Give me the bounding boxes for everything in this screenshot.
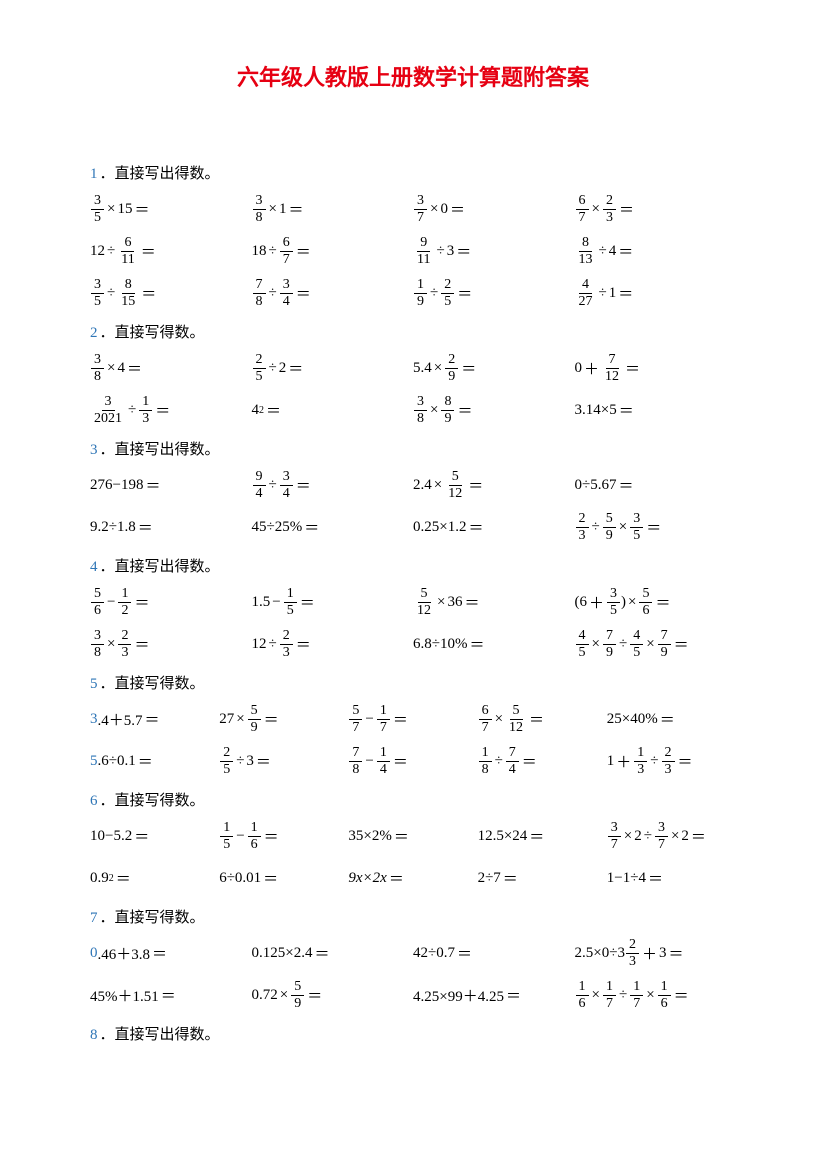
problem-row: 9.2÷1.8＝ 45÷25%＝ 0.25×1.2＝ 23÷59×35＝ <box>90 509 736 545</box>
problem-row: 276−198＝ 94÷34＝ 2.4×512＝ 0÷5.67＝ <box>90 467 736 503</box>
problem: 45%＋1.51＝ <box>90 977 252 1013</box>
problem-row: 10−5.2＝ 15−16＝ 35×2%＝ 12.5×24＝ 37×2÷37×2… <box>90 818 736 854</box>
problem: 56−12＝ <box>90 584 252 620</box>
problem-row: 56−12＝ 1.5−15＝ 512×36＝ (6＋35)×56＝ <box>90 584 736 620</box>
problem: 35×15＝ <box>90 191 252 227</box>
problem: 15−16＝ <box>219 818 348 854</box>
problem: 23÷59×35＝ <box>575 509 737 545</box>
section-5-heading: 5．直接写得数。 <box>90 672 736 693</box>
problem-row: 38×23＝ 12÷23＝ 6.8÷10%＝ 45×79÷45×79＝ <box>90 626 736 662</box>
problem: 37×2÷37×2＝ <box>607 818 736 854</box>
section-6-heading: 6．直接写得数。 <box>90 789 736 810</box>
problem: 2÷7＝ <box>478 860 607 896</box>
problem: 38×23＝ <box>90 626 252 662</box>
problem: 67×23＝ <box>575 191 737 227</box>
problem-row: 38×4＝ 25÷2＝ 5.4×29＝ 0＋712＝ <box>90 350 736 386</box>
problem: 32021÷13＝ <box>90 392 252 428</box>
problem: 276−198＝ <box>90 467 252 503</box>
problem: 911÷3＝ <box>413 233 575 269</box>
section-number: 2 <box>90 325 98 341</box>
problem: 27×59＝ <box>219 701 348 737</box>
problem: 42÷0.7＝ <box>413 935 575 971</box>
problem-row: 5.6÷0.1＝ 25÷3＝ 78−14＝ 18÷74＝ 1＋13÷23＝ <box>90 743 736 779</box>
section-7-heading: 7．直接写得数。 <box>90 906 736 927</box>
problem: 1.5−15＝ <box>252 584 414 620</box>
problem-row: 35÷815＝ 78÷34＝ 19÷25＝ 427÷1＝ <box>90 275 736 311</box>
section-2-heading: 2．直接写得数。 <box>90 321 736 342</box>
problem: 3.14×5＝ <box>575 392 737 428</box>
problem: 37×0＝ <box>413 191 575 227</box>
problem: 10−5.2＝ <box>90 818 219 854</box>
problem: 12.5×24＝ <box>478 818 607 854</box>
section-number: 5 <box>90 676 98 692</box>
problem: 45÷25%＝ <box>252 509 414 545</box>
problem: 6.8÷10%＝ <box>413 626 575 662</box>
problem: 19÷25＝ <box>413 275 575 311</box>
section-1-heading: 1．直接写出得数。 <box>90 162 736 183</box>
problem: 3.4＋5.7＝ <box>90 701 219 737</box>
problem: 35÷815＝ <box>90 275 252 311</box>
problem: 4.25×99＋4.25＝ <box>413 977 575 1013</box>
problem-row: 0.46＋3.8＝ 0.125×2.4＝ 42÷0.7＝ 2.5×0÷323＋3… <box>90 935 736 971</box>
problem: 427÷1＝ <box>575 275 737 311</box>
problem: 1＋13÷23＝ <box>607 743 736 779</box>
problem: 38×1＝ <box>252 191 414 227</box>
problem: 9.2÷1.8＝ <box>90 509 252 545</box>
problem: 18÷74＝ <box>478 743 607 779</box>
section-3-heading: 3．直接写出得数。 <box>90 438 736 459</box>
problem: 5.4×29＝ <box>413 350 575 386</box>
problem: 0.125×2.4＝ <box>252 935 414 971</box>
problem: 42＝ <box>252 392 414 428</box>
problem: 0.72×59＝ <box>252 977 414 1013</box>
problem: 78−14＝ <box>348 743 477 779</box>
problem: 5.6÷0.1＝ <box>90 743 219 779</box>
problem: 38×89＝ <box>413 392 575 428</box>
problem: 94÷34＝ <box>252 467 414 503</box>
problem-row: 0.92＝ 6÷0.01＝ 9x×2x＝ 2÷7＝ 1−1÷4＝ <box>90 860 736 896</box>
problem: 25×40%＝ <box>607 701 736 737</box>
problem: 0.46＋3.8＝ <box>90 935 252 971</box>
problem-row: 3.4＋5.7＝ 27×59＝ 57−17＝ 67×512＝ 25×40%＝ <box>90 701 736 737</box>
problem: 35×2%＝ <box>348 818 477 854</box>
problem: 6÷0.01＝ <box>219 860 348 896</box>
problem: 0÷5.67＝ <box>575 467 737 503</box>
problem: 78÷34＝ <box>252 275 414 311</box>
section-number: 7 <box>90 910 98 926</box>
problem: 0.92＝ <box>90 860 219 896</box>
section-number: 6 <box>90 793 98 809</box>
problem: 2.4×512＝ <box>413 467 575 503</box>
problem: (6＋35)×56＝ <box>575 584 737 620</box>
problem-row: 32021÷13＝ 42＝ 38×89＝ 3.14×5＝ <box>90 392 736 428</box>
section-number: 3 <box>90 442 98 458</box>
page-title: 六年级人教版上册数学计算题附答案 <box>90 60 736 92</box>
section-number: 1 <box>90 166 98 182</box>
section-number: 8 <box>90 1027 98 1043</box>
section-4-heading: 4．直接写出得数。 <box>90 555 736 576</box>
section-number: 4 <box>90 559 98 575</box>
problem: 0＋712＝ <box>575 350 737 386</box>
problem: 57−17＝ <box>348 701 477 737</box>
problem: 45×79÷45×79＝ <box>575 626 737 662</box>
section-8-heading: 8．直接写出得数。 <box>90 1023 736 1044</box>
problem-row: 45%＋1.51＝ 0.72×59＝ 4.25×99＋4.25＝ 16×17÷1… <box>90 977 736 1013</box>
problem: 2.5×0÷323＋3＝ <box>575 935 737 971</box>
problem-row: 12÷611＝ 18÷67＝ 911÷3＝ 813÷4＝ <box>90 233 736 269</box>
problem-row: 35×15＝ 38×1＝ 37×0＝ 67×23＝ <box>90 191 736 227</box>
problem: 18÷67＝ <box>252 233 414 269</box>
problem: 1−1÷4＝ <box>607 860 736 896</box>
problem: 0.25×1.2＝ <box>413 509 575 545</box>
problem: 38×4＝ <box>90 350 252 386</box>
problem: 9x×2x＝ <box>348 860 477 896</box>
problem: 813÷4＝ <box>575 233 737 269</box>
problem: 67×512＝ <box>478 701 607 737</box>
problem: 25÷2＝ <box>252 350 414 386</box>
problem: 12÷23＝ <box>252 626 414 662</box>
problem: 16×17÷17×16＝ <box>575 977 737 1013</box>
problem: 512×36＝ <box>413 584 575 620</box>
problem: 25÷3＝ <box>219 743 348 779</box>
problem: 12÷611＝ <box>90 233 252 269</box>
